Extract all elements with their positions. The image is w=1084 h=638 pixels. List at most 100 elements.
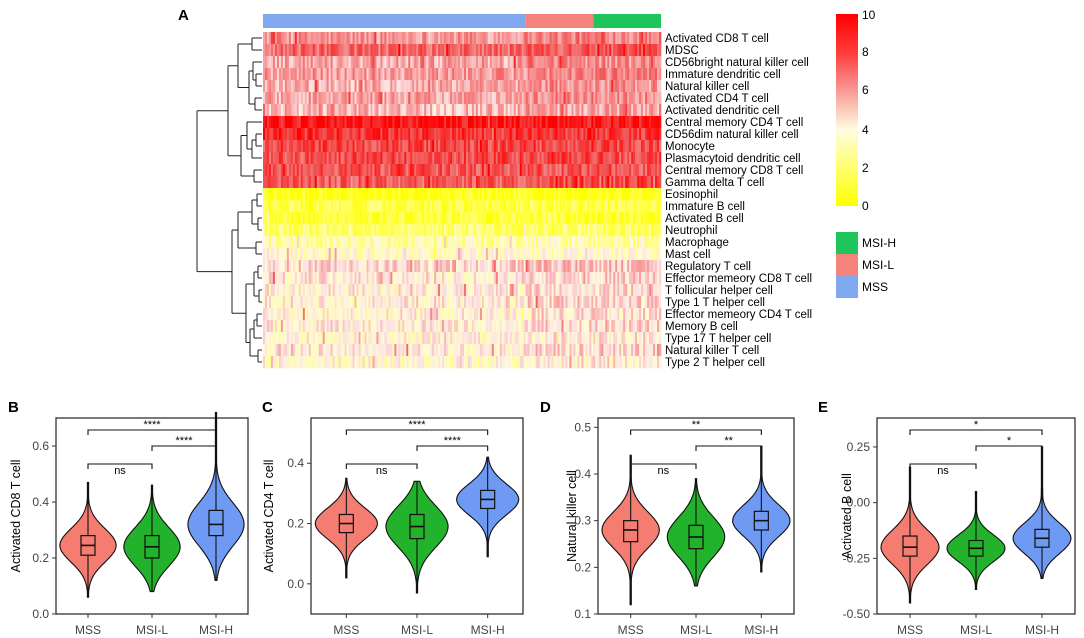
heatmap-cell <box>481 80 485 93</box>
heatmap-cell <box>434 152 437 165</box>
heatmap-cell <box>569 188 572 201</box>
heatmap-cell <box>384 68 387 81</box>
heatmap-cell <box>513 164 517 177</box>
heatmap-cell <box>334 188 337 201</box>
heatmap-cell <box>462 284 465 297</box>
heatmap-cell <box>356 200 359 213</box>
heatmap-cell <box>436 296 439 309</box>
heatmap-cell <box>266 236 270 249</box>
heatmap-cell <box>575 308 578 321</box>
heatmap-cell <box>308 92 312 105</box>
heatmap-cell <box>547 224 550 237</box>
heatmap-cell <box>416 200 419 213</box>
heatmap-cell <box>326 200 329 213</box>
heatmap-cell <box>336 80 339 93</box>
heatmap-cell <box>322 284 325 297</box>
heatmap-cell <box>440 164 443 177</box>
heatmap-cell <box>469 308 473 321</box>
heatmap-cell <box>605 248 608 261</box>
heatmap-cell <box>631 104 634 117</box>
heatmap-cell <box>414 200 417 213</box>
heatmap-cell <box>479 308 483 321</box>
heatmap-cell <box>525 260 528 273</box>
heatmap-cell <box>410 296 413 309</box>
heatmap-cell <box>567 248 570 261</box>
heatmap-cell <box>386 296 389 309</box>
heatmap-cell <box>338 248 341 261</box>
heatmap-cell <box>316 92 320 105</box>
heatmap-cell <box>380 92 383 105</box>
heatmap-cell <box>477 128 481 141</box>
heatmap-cell <box>571 188 574 201</box>
heatmap-cell <box>487 128 491 141</box>
heatmap-cell <box>629 236 632 249</box>
heatmap-cell <box>559 164 562 177</box>
heatmap-cell <box>525 188 528 201</box>
heatmap-cell <box>410 92 413 105</box>
heatmap-cell <box>555 284 558 297</box>
heatmap-cell <box>266 272 270 285</box>
heatmap-cell <box>380 44 383 57</box>
heatmap-cell <box>388 116 391 129</box>
heatmap-cell <box>605 164 608 177</box>
heatmap-cell <box>465 284 469 297</box>
heatmap-cell <box>637 284 640 297</box>
heatmap-cell <box>346 236 349 249</box>
heatmap-cell <box>577 116 580 129</box>
heatmap-cell <box>551 284 554 297</box>
heatmap-cell <box>408 56 411 69</box>
heatmap-cell <box>627 272 630 285</box>
heatmap-cell <box>589 32 592 45</box>
heatmap-cell <box>430 224 433 237</box>
heatmap-cell <box>358 32 361 45</box>
heatmap-cell <box>376 188 379 201</box>
heatmap-cell <box>529 224 532 237</box>
heatmap-cell <box>645 200 648 213</box>
heatmap-cell <box>284 212 288 225</box>
heatmap-cell <box>314 308 318 321</box>
heatmap-cell <box>507 140 511 153</box>
heatmap-cell <box>386 56 389 69</box>
heatmap-cell <box>579 176 582 189</box>
heatmap-cell <box>603 68 606 81</box>
heatmap-cell <box>456 308 459 321</box>
heatmap-cell <box>288 296 292 309</box>
heatmap-cell <box>629 248 632 261</box>
heatmap-cell <box>647 80 650 93</box>
heatmap-cell <box>408 272 411 285</box>
heatmap-cell <box>613 80 616 93</box>
heatmap-cell <box>400 152 403 165</box>
heatmap-cell <box>547 44 550 57</box>
heatmap-cell <box>336 296 339 309</box>
heatmap-cell <box>408 116 411 129</box>
heatmap-cell <box>318 296 322 309</box>
heatmap-cell <box>356 236 359 249</box>
heatmap-cell <box>569 152 572 165</box>
heatmap-cell <box>430 44 433 57</box>
heatmap-cell <box>575 164 578 177</box>
heatmap-cell <box>290 320 294 333</box>
heatmap-cell <box>589 68 592 81</box>
heatmap-cell <box>422 236 425 249</box>
heatmap-cell <box>641 236 644 249</box>
heatmap-cell <box>659 200 662 213</box>
heatmap-cell <box>410 128 413 141</box>
heatmap-cell <box>595 44 598 57</box>
heatmap-cell <box>400 140 403 153</box>
heatmap-cell <box>505 68 509 81</box>
heatmap-cell <box>633 212 636 225</box>
heatmap-cell <box>521 164 524 177</box>
heatmap-cell <box>657 212 660 225</box>
heatmap-cell <box>436 140 439 153</box>
heatmap-cell <box>410 56 413 69</box>
heatmap-cell <box>348 236 351 249</box>
heatmap-cell <box>320 92 323 105</box>
heatmap-cell <box>619 308 622 321</box>
heatmap-cell <box>525 128 528 141</box>
heatmap-cell <box>565 224 568 237</box>
heatmap-cell <box>505 32 509 45</box>
heatmap-cell <box>647 92 650 105</box>
heatmap-cell <box>653 44 656 57</box>
heatmap-cell <box>330 140 333 153</box>
heatmap-cell <box>282 200 286 213</box>
